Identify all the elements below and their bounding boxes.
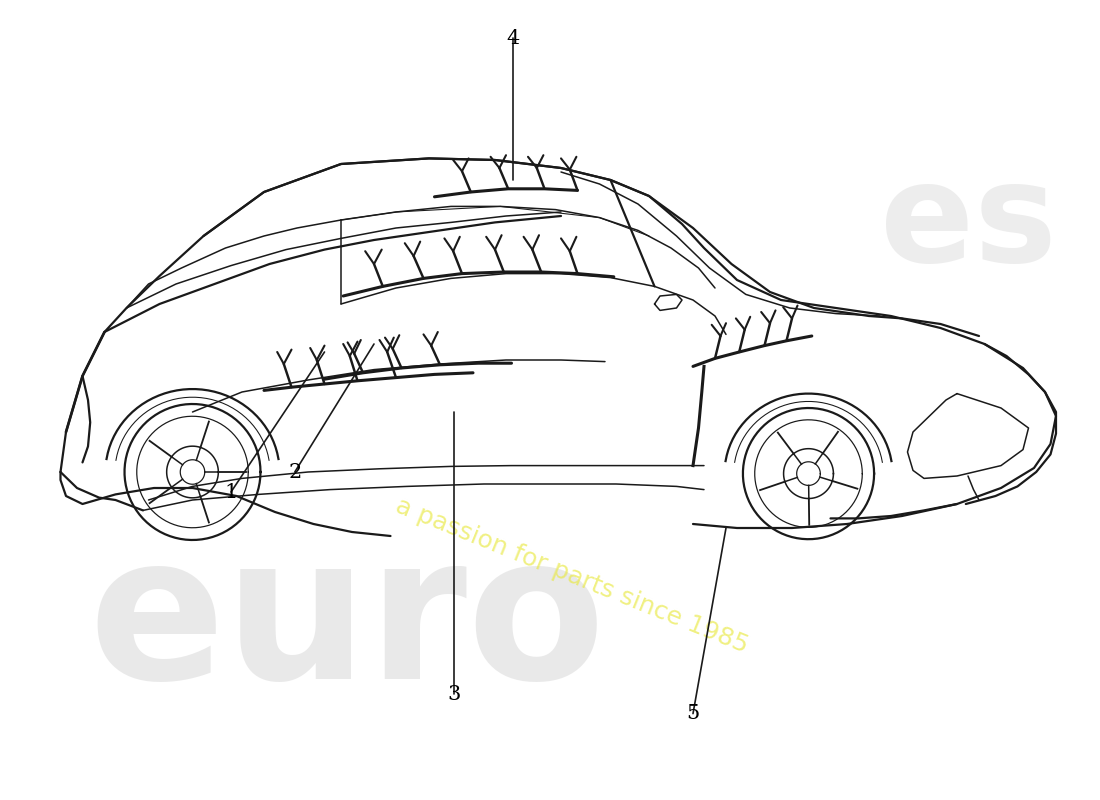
Text: 1: 1 xyxy=(224,482,238,502)
Text: 4: 4 xyxy=(506,29,519,48)
Text: euro: euro xyxy=(88,526,605,722)
Text: 2: 2 xyxy=(288,462,301,482)
Text: 3: 3 xyxy=(448,685,461,704)
Text: a passion for parts since 1985: a passion for parts since 1985 xyxy=(393,494,751,658)
Text: es: es xyxy=(880,157,1056,291)
Text: 5: 5 xyxy=(686,704,700,723)
